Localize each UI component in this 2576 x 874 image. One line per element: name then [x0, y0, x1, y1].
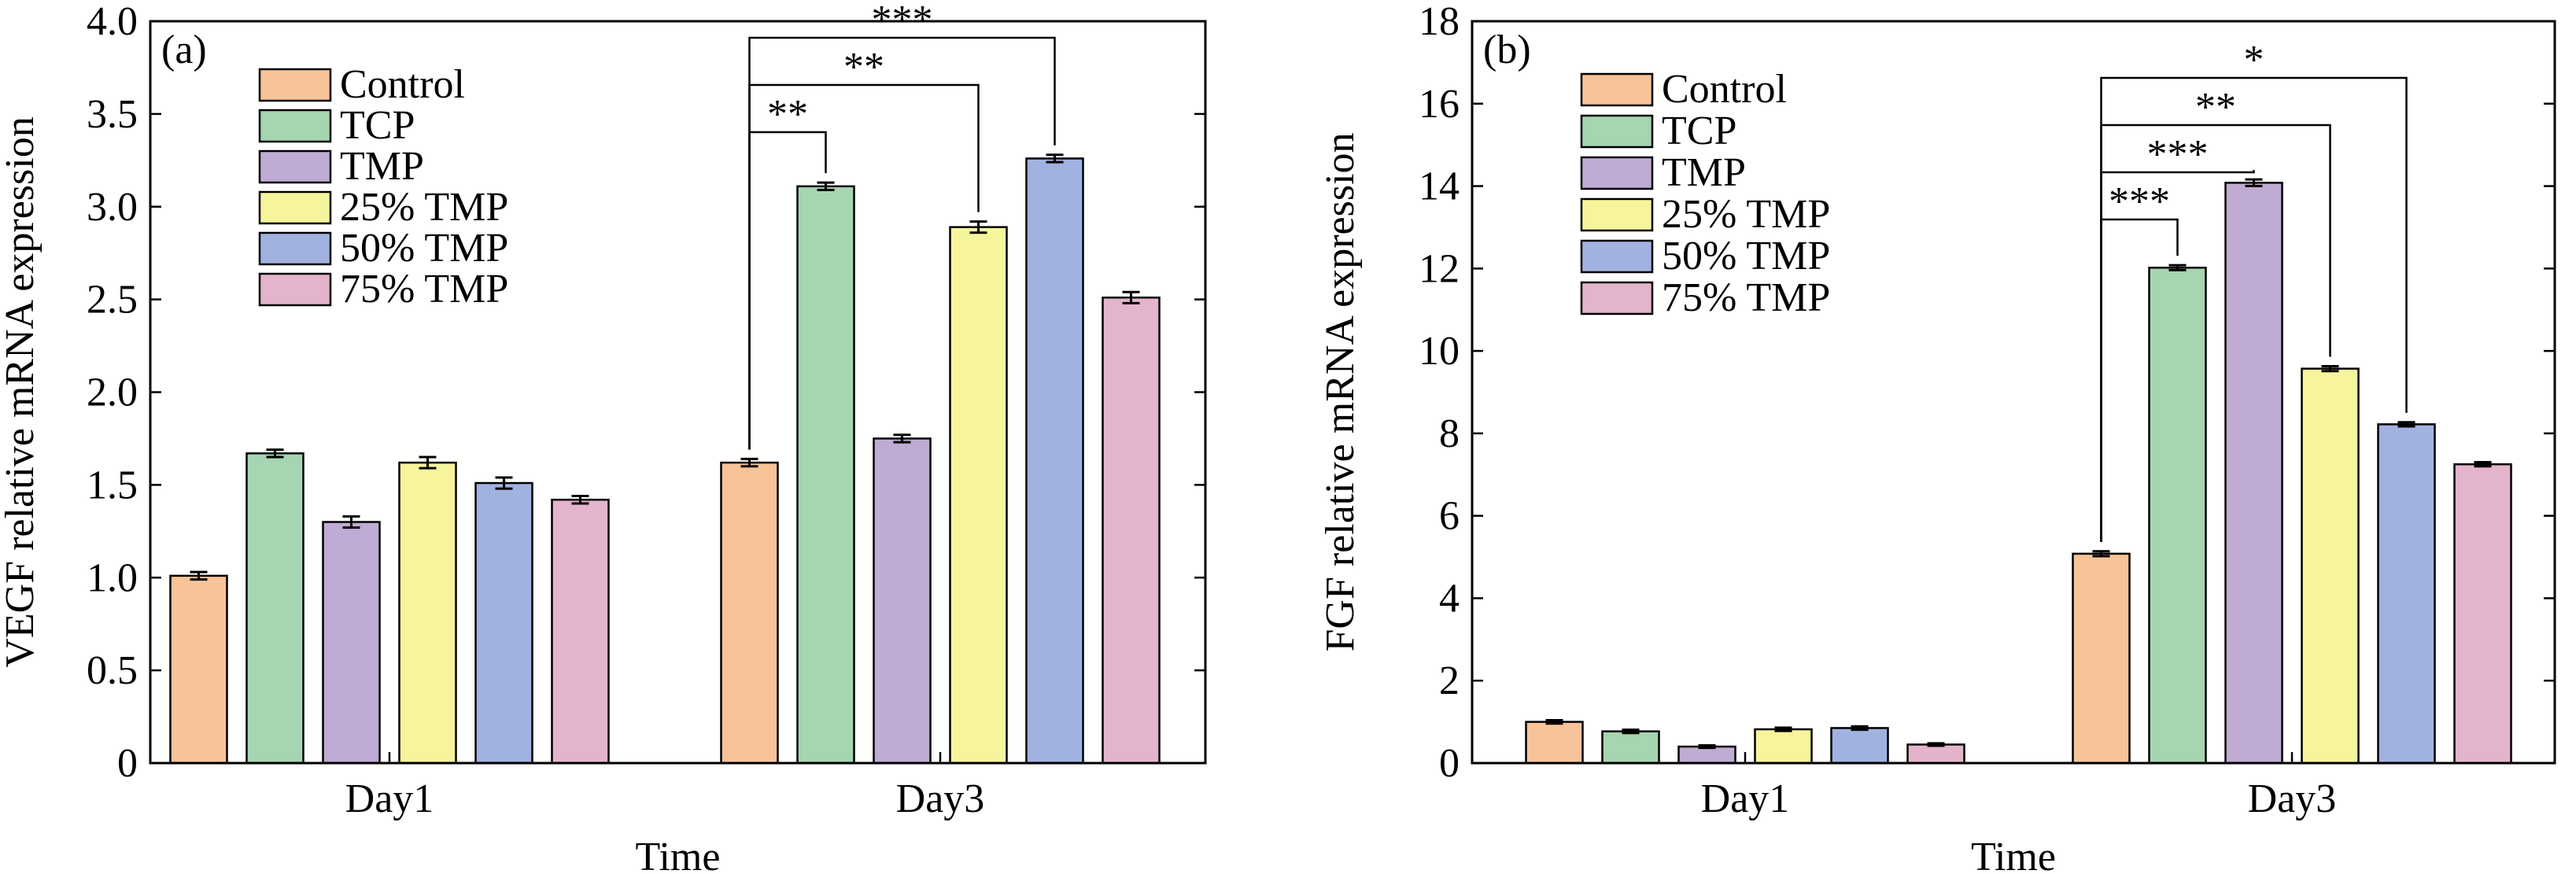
- legend-swatch: [258, 231, 332, 266]
- significance-label: **: [767, 92, 808, 137]
- bar: [1830, 727, 1889, 765]
- bar: [2072, 552, 2131, 765]
- legend-label: Control: [1662, 67, 1787, 112]
- legend-label: 25% TMP: [1662, 192, 1830, 237]
- bar: [2148, 267, 2207, 765]
- y-tick-label: 3.5: [87, 92, 138, 137]
- legend-label: 25% TMP: [340, 185, 508, 230]
- significance-label: *: [2244, 38, 2264, 83]
- legend-swatch: [258, 272, 332, 307]
- panel-b: 0 2 4 6 8 10 12 14 16 18 Day1 Day3 Time FGF relative …: [1318, 0, 2556, 874]
- bar: [796, 185, 855, 765]
- legend-label: Control: [340, 62, 465, 107]
- y-tick-label: 0: [1439, 741, 1460, 786]
- legend-swatch: [1580, 156, 1654, 190]
- bar: [1677, 745, 1736, 765]
- y-tick-label: 4.0: [87, 0, 138, 44]
- panel-tag: (a): [161, 28, 207, 72]
- x-category-label: Day1: [1701, 776, 1790, 821]
- legend-swatch: [258, 109, 332, 143]
- y-tick-label: 6: [1439, 494, 1460, 539]
- y-tick-label: 2.5: [87, 278, 138, 323]
- legend-swatch: [1580, 72, 1654, 107]
- significance-label: **: [2195, 85, 2236, 130]
- y-tick-label: 4: [1439, 576, 1460, 621]
- legend-label: 50% TMP: [1662, 234, 1830, 278]
- y-tick-label: 12: [1419, 246, 1460, 291]
- significance-bracket: [748, 83, 980, 450]
- bar: [2301, 367, 2360, 765]
- significance-label: ***: [2109, 179, 2170, 224]
- bar: [551, 498, 610, 765]
- bar: [322, 521, 381, 765]
- significance-label: ***: [872, 0, 933, 42]
- legend-label: TMP: [1662, 150, 1746, 195]
- bar: [949, 226, 1008, 765]
- y-axis-title: FGF relative mRNA expression: [1318, 132, 1363, 651]
- legend-swatch: [1580, 197, 1654, 232]
- y-tick-label: 18: [1419, 0, 1460, 44]
- bar: [2453, 463, 2512, 765]
- y-axis-title: VEGF relative mRNA expression: [0, 116, 42, 667]
- y-tick-label: 0: [117, 741, 138, 786]
- legend-label: TCP: [340, 103, 415, 148]
- bar: [474, 481, 533, 765]
- legend-swatch: [1580, 114, 1654, 149]
- bar: [2377, 423, 2436, 765]
- bar: [1102, 297, 1161, 765]
- y-tick-label: 10: [1419, 329, 1460, 374]
- legend-label: 75% TMP: [340, 267, 508, 312]
- plot-frame: [149, 20, 1207, 765]
- legend-label: TMP: [340, 144, 424, 189]
- bar: [1906, 743, 1965, 765]
- bar: [1601, 730, 1660, 765]
- x-category-label: Day1: [345, 776, 434, 821]
- y-tick-label: 8: [1439, 411, 1460, 456]
- bar: [1025, 157, 1084, 765]
- x-category-label: Day3: [2248, 776, 2337, 821]
- y-tick-label: 1.5: [87, 463, 138, 507]
- panel-tag: (b): [1483, 28, 1531, 72]
- y-tick-label: 1.0: [87, 555, 138, 600]
- x-axis-title: Time: [636, 835, 721, 874]
- legend-swatch: [258, 149, 332, 184]
- bar: [398, 461, 457, 765]
- significance-label: **: [843, 45, 884, 90]
- legend-label: 75% TMP: [1662, 275, 1830, 320]
- legend-label: TCP: [1662, 109, 1736, 153]
- y-tick-label: 2.0: [87, 371, 138, 415]
- y-tick-label: 16: [1419, 82, 1460, 127]
- y-tick-label: 14: [1419, 164, 1460, 209]
- x-category-label: Day3: [896, 776, 985, 821]
- bar: [1754, 728, 1813, 765]
- y-tick-label: 2: [1439, 658, 1460, 703]
- y-tick-label: 0.5: [87, 648, 138, 693]
- significance-label: ***: [2147, 132, 2209, 177]
- legend-label: 50% TMP: [340, 226, 508, 271]
- panel-a: 0 0.5 1.0 1.5 2.0 2.5 3.0 3.5 4.0 Day1 Day3 Time VEG…: [0, 0, 1207, 874]
- plot-frame: [1471, 20, 2556, 765]
- significance-bracket: [2100, 76, 2408, 542]
- significance-bracket: [748, 36, 1056, 450]
- legend-swatch: [258, 68, 332, 102]
- legend-swatch: [1580, 239, 1654, 274]
- bar: [720, 461, 779, 765]
- legend-swatch: [1580, 281, 1654, 315]
- bar: [1525, 721, 1584, 765]
- bar: [873, 437, 932, 765]
- legend-swatch: [258, 190, 332, 225]
- bar: [169, 574, 228, 765]
- x-axis-title: Time: [1971, 835, 2056, 874]
- bar: [2224, 182, 2283, 765]
- bar: [245, 452, 304, 765]
- y-tick-label: 3.0: [87, 185, 138, 230]
